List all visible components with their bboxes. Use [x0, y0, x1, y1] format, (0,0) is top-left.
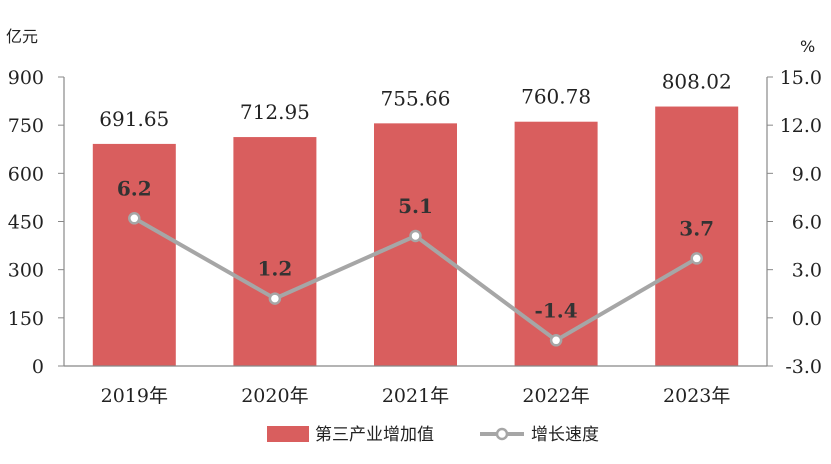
x-tick-label: 2020年: [241, 385, 308, 407]
legend-bar-swatch: [267, 426, 309, 442]
x-tick-label: 2019年: [101, 385, 168, 407]
right-tick-label: 0.0: [792, 308, 822, 330]
left-axis-unit: 亿元: [6, 27, 38, 46]
left-tick-label: 600: [8, 163, 44, 185]
bar-value-label: 755.66: [381, 86, 451, 110]
line-point: [268, 292, 282, 305]
bar: [92, 143, 176, 366]
left-tick-label: 450: [8, 212, 44, 234]
bar-value-label: 712.95: [240, 100, 310, 124]
left-tick-label: 150: [8, 308, 44, 330]
line-value-label: 6.2: [117, 176, 152, 200]
bar-value-label: 691.65: [99, 107, 169, 131]
bar: [233, 137, 317, 366]
bar-value-label: 808.02: [662, 70, 732, 94]
line-value-label: 5.1: [398, 194, 433, 218]
left-tick-label: 750: [8, 115, 44, 137]
left-tick-label: 900: [8, 67, 44, 89]
bar-value-label: 760.78: [521, 85, 591, 109]
right-tick-label: -3.0: [785, 356, 822, 378]
legend-bar-label: 第三产业增加值: [315, 425, 434, 445]
bar: [655, 106, 739, 366]
line-point: [409, 229, 422, 243]
line-point: [128, 212, 141, 225]
line-point: [549, 334, 563, 347]
bar: [374, 123, 457, 366]
left-tick-label: 300: [8, 260, 44, 282]
legend-line-marker: [495, 427, 509, 441]
right-tick-label: 3.0: [792, 260, 822, 282]
bar: [514, 121, 598, 367]
x-tick-label: 2023年: [663, 385, 730, 407]
legend: 第三产业增加值 增长速度: [267, 425, 599, 445]
legend-line-label: 增长速度: [531, 425, 599, 445]
x-tick-label: 2022年: [522, 385, 589, 407]
right-tick-label: 9.0: [792, 163, 822, 185]
left-tick-label: 0: [32, 356, 44, 378]
right-tick-label: 12.0: [780, 115, 822, 137]
right-tick-label: 15.0: [780, 67, 822, 89]
line-value-label: -1.4: [535, 298, 578, 322]
line-point: [690, 252, 703, 265]
right-axis-unit: %: [800, 37, 815, 56]
x-tick-label: 2021年: [382, 385, 449, 407]
right-tick-label: 6.0: [792, 212, 822, 234]
line-value-label: 3.7: [679, 216, 714, 240]
line-value-label: 1.2: [258, 257, 293, 281]
